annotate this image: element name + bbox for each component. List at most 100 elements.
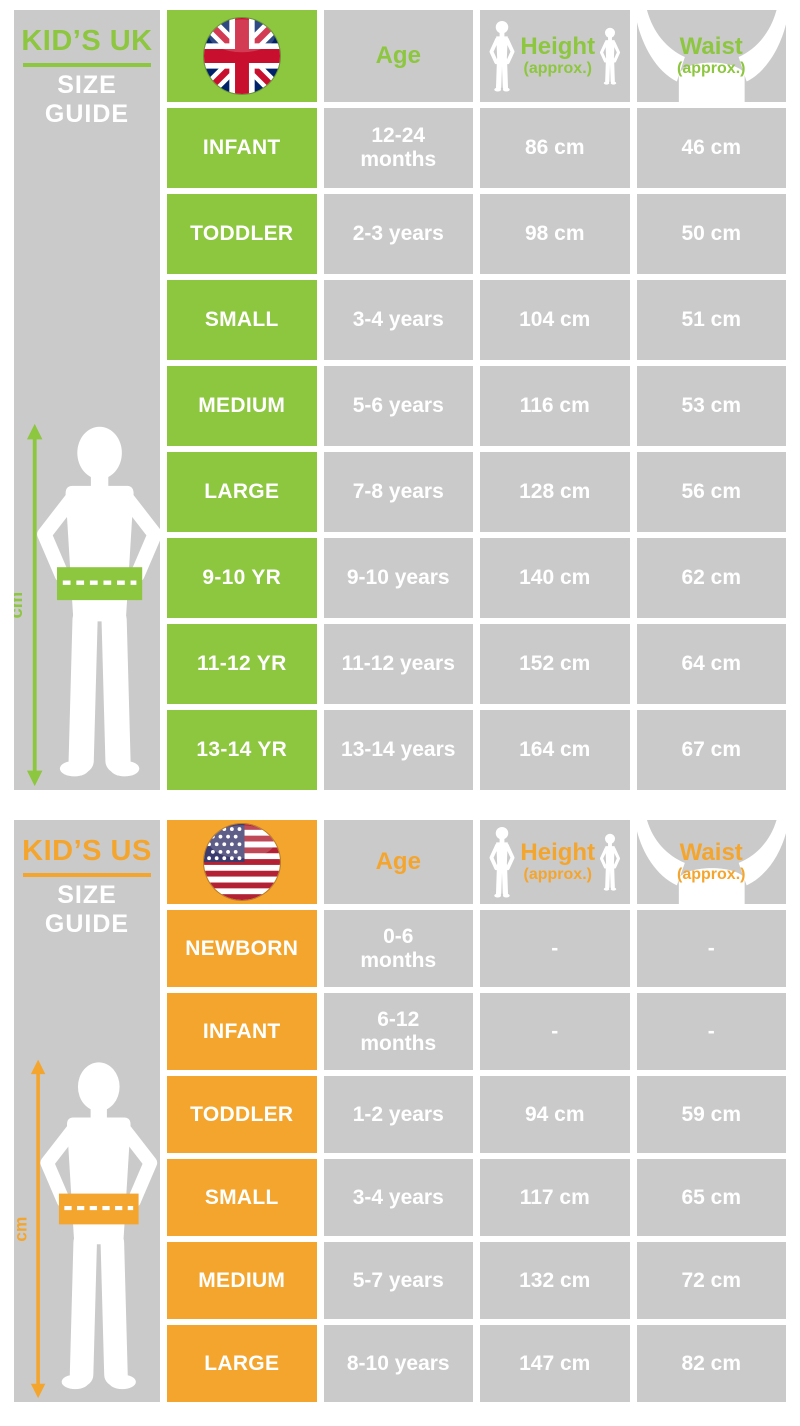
uk-col-header-height: Height (approx.) bbox=[480, 10, 630, 102]
small-kid-figure-icon bbox=[600, 27, 621, 85]
size-cell: TODDLER bbox=[167, 1076, 317, 1153]
height-header-note: (approx.) bbox=[523, 59, 592, 77]
waist-cell: - bbox=[636, 910, 786, 987]
cm-label: cm bbox=[14, 592, 26, 619]
height-cell: 128 cm bbox=[480, 452, 630, 532]
waist-cell: 67 cm bbox=[636, 710, 786, 790]
height-cell: 104 cm bbox=[480, 280, 630, 360]
uk-flag-cell bbox=[167, 10, 317, 102]
age-cell: 1-2 years bbox=[323, 1076, 473, 1153]
measure-arrow-icon bbox=[30, 1059, 46, 1399]
waist-cell: 64 cm bbox=[636, 624, 786, 704]
size-cell: INFANT bbox=[167, 993, 317, 1070]
size-cell: TODDLER bbox=[167, 194, 317, 274]
waist-header-label: Waist bbox=[679, 33, 743, 61]
waist-header-label: Waist bbox=[679, 839, 743, 867]
waist-cell: 53 cm bbox=[636, 366, 786, 446]
age-cell: 3-4 years bbox=[323, 1159, 473, 1236]
us-col-header-height: Height (approx.) bbox=[480, 820, 630, 904]
age-cell: 13-14 years bbox=[323, 710, 473, 790]
title-underline bbox=[23, 63, 151, 67]
boy-silhouette-icon: cm bbox=[14, 423, 160, 787]
age-cell: 5-6 years bbox=[323, 366, 473, 446]
us-col-header-age: Age bbox=[323, 820, 473, 904]
age-cell: 9-10 years bbox=[323, 538, 473, 618]
waist-cell: 65 cm bbox=[636, 1159, 786, 1236]
age-cell: 8-10 years bbox=[323, 1325, 473, 1402]
size-cell: MEDIUM bbox=[167, 1242, 317, 1319]
size-cell: SMALL bbox=[167, 1159, 317, 1236]
size-cell: MEDIUM bbox=[167, 366, 317, 446]
height-cell: - bbox=[480, 910, 630, 987]
size-cell: 9-10 YR bbox=[167, 538, 317, 618]
age-header-label: Age bbox=[375, 42, 421, 69]
uk-col-header-waist: Waist (approx.) bbox=[636, 10, 786, 102]
waist-cell: 46 cm bbox=[636, 108, 786, 188]
us-title-block: KID’S US SIZE GUIDE bbox=[14, 820, 160, 939]
us-flag-icon bbox=[203, 824, 280, 900]
height-cell: 86 cm bbox=[480, 108, 630, 188]
us-col-header-waist: Waist (approx.) bbox=[636, 820, 786, 904]
size-cell: LARGE bbox=[167, 1325, 317, 1402]
waist-cell: 59 cm bbox=[636, 1076, 786, 1153]
waist-cell: - bbox=[636, 993, 786, 1070]
age-header-label: Age bbox=[375, 848, 421, 875]
height-cell: 94 cm bbox=[480, 1076, 630, 1153]
waist-cell: 51 cm bbox=[636, 280, 786, 360]
cm-label: cm bbox=[14, 1217, 30, 1242]
age-cell: 3-4 years bbox=[323, 280, 473, 360]
size-cell: INFANT bbox=[167, 108, 317, 188]
tall-kid-figure-icon bbox=[489, 826, 515, 898]
uk-title: KID’S UK bbox=[21, 25, 153, 57]
height-cell: 116 cm bbox=[480, 366, 630, 446]
size-cell: 13-14 YR bbox=[167, 710, 317, 790]
us-subtitle: SIZE GUIDE bbox=[44, 881, 130, 938]
height-header-note: (approx.) bbox=[523, 865, 592, 883]
tall-kid-figure-icon bbox=[489, 20, 515, 92]
age-cell: 6-12 months bbox=[323, 993, 473, 1070]
waist-cell: 72 cm bbox=[636, 1242, 786, 1319]
height-cell: 117 cm bbox=[480, 1159, 630, 1236]
height-cell: 140 cm bbox=[480, 538, 630, 618]
height-cell: 132 cm bbox=[480, 1242, 630, 1319]
height-cell: - bbox=[480, 993, 630, 1070]
age-cell: 2-3 years bbox=[323, 194, 473, 274]
waistband-icon bbox=[58, 1193, 139, 1225]
uk-subtitle: SIZE GUIDE bbox=[44, 71, 130, 128]
us-flag-cell bbox=[167, 820, 317, 904]
uk-flag-icon bbox=[203, 18, 280, 94]
size-cell: SMALL bbox=[167, 280, 317, 360]
us-size-guide: KID’S US SIZE GUIDE cm bbox=[14, 820, 786, 1402]
uk-col-header-age: Age bbox=[323, 10, 473, 102]
height-cell: 164 cm bbox=[480, 710, 630, 790]
uk-title-block: KID’S UK SIZE GUIDE bbox=[14, 10, 160, 129]
measure-arrow-icon bbox=[26, 423, 43, 787]
title-underline bbox=[23, 873, 151, 877]
size-cell: NEWBORN bbox=[167, 910, 317, 987]
height-header-label: Height bbox=[520, 839, 596, 867]
uk-size-guide: KID’S UK SIZE GUIDE cm bbox=[14, 10, 786, 790]
us-sidebar: KID’S US SIZE GUIDE cm bbox=[14, 820, 160, 1402]
size-cell: 11-12 YR bbox=[167, 624, 317, 704]
height-cell: 98 cm bbox=[480, 194, 630, 274]
waist-cell: 56 cm bbox=[636, 452, 786, 532]
us-title: KID’S US bbox=[22, 835, 152, 867]
height-header-label: Height bbox=[520, 33, 596, 61]
waistband-icon bbox=[56, 567, 143, 601]
age-cell: 0-6 months bbox=[323, 910, 473, 987]
age-cell: 11-12 years bbox=[323, 624, 473, 704]
waist-cell: 50 cm bbox=[636, 194, 786, 274]
waist-header-note: (approx.) bbox=[677, 865, 746, 883]
height-cell: 147 cm bbox=[480, 1325, 630, 1402]
age-cell: 7-8 years bbox=[323, 452, 473, 532]
size-cell: LARGE bbox=[167, 452, 317, 532]
height-cell: 152 cm bbox=[480, 624, 630, 704]
waist-header-note: (approx.) bbox=[677, 59, 746, 77]
waist-cell: 62 cm bbox=[636, 538, 786, 618]
waist-torso-icon bbox=[636, 820, 786, 904]
boy-silhouette-icon: cm bbox=[14, 1059, 158, 1399]
small-kid-figure-icon bbox=[600, 833, 621, 891]
uk-sidebar: KID’S UK SIZE GUIDE cm bbox=[14, 10, 160, 790]
age-cell: 5-7 years bbox=[323, 1242, 473, 1319]
age-cell: 12-24 months bbox=[323, 108, 473, 188]
